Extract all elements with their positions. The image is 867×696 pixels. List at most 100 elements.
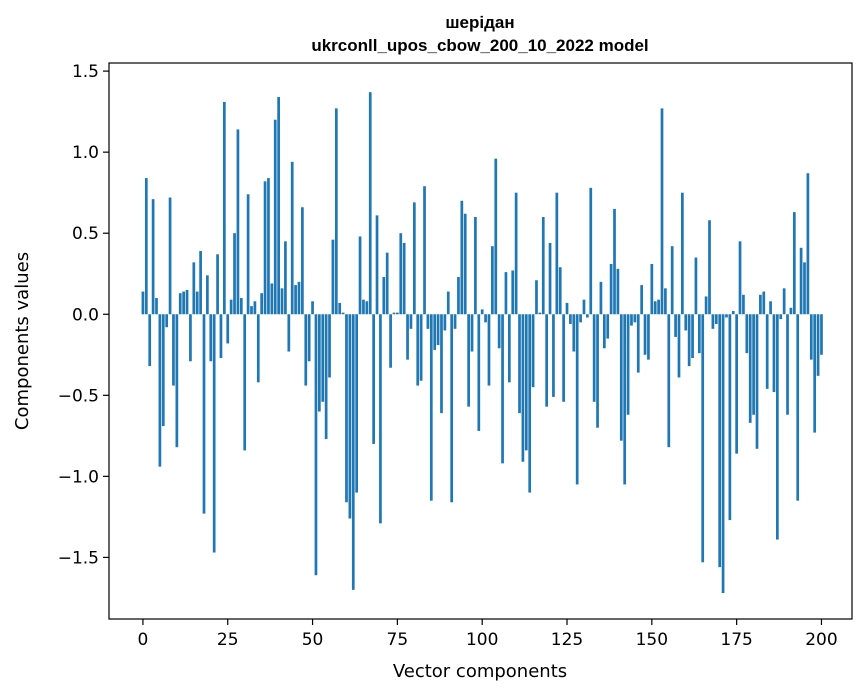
bar-145	[633, 314, 637, 323]
bar-109	[511, 270, 515, 315]
bar-35	[260, 293, 264, 315]
bar-135	[599, 281, 603, 315]
bar-41	[280, 288, 284, 315]
bar-171	[721, 314, 725, 594]
bar-31	[246, 194, 250, 315]
chart-subtitle: ukrconll_upos_cbow_200_10_2022 model	[311, 36, 648, 55]
x-tick-label-1: 25	[217, 630, 239, 650]
bar-169	[714, 314, 718, 324]
bar-54	[324, 314, 328, 440]
bar-115	[531, 314, 535, 388]
bar-7	[165, 314, 169, 328]
bar-116	[535, 280, 538, 315]
chart-title: шерідан	[445, 13, 514, 32]
bar-138	[609, 264, 613, 315]
bar-76	[399, 233, 403, 315]
bar-172	[725, 314, 728, 318]
bar-33	[253, 301, 257, 315]
bar-131	[586, 314, 589, 318]
bar-24	[222, 101, 226, 315]
bar-85	[429, 314, 433, 501]
bar-75	[396, 312, 399, 315]
bar-180	[752, 314, 755, 415]
y-tick-label-5: 1.0	[72, 143, 99, 163]
bar-64	[358, 236, 362, 315]
bar-83	[423, 186, 426, 315]
bar-79	[409, 314, 413, 329]
bar-3	[151, 199, 155, 315]
bar-108	[507, 314, 511, 383]
bar-198	[813, 314, 817, 433]
x-tick-label-6: 150	[636, 630, 668, 650]
bar-53	[321, 314, 325, 402]
bar-47	[301, 207, 304, 315]
bar-5	[158, 314, 162, 467]
bar-121	[552, 314, 555, 397]
bar-124	[562, 314, 565, 402]
bar-199	[816, 314, 820, 376]
bar-123	[558, 267, 562, 315]
bar-110	[514, 192, 518, 315]
bar-184	[765, 314, 769, 389]
y-axis-label: Components values	[12, 252, 33, 430]
bar-119	[545, 314, 549, 407]
bar-22	[216, 254, 219, 315]
bar-58	[338, 302, 342, 315]
bar-44	[290, 161, 294, 315]
bar-15	[192, 262, 196, 315]
bar-118	[541, 216, 545, 315]
bar-32	[250, 306, 253, 315]
y-tick-label-1: −1.0	[58, 467, 99, 487]
bar-69	[375, 215, 379, 315]
bar-139	[613, 208, 616, 315]
bar-39	[273, 119, 277, 315]
bar-156	[670, 246, 674, 315]
bar-91	[450, 314, 454, 503]
bar-153	[660, 108, 664, 315]
bar-142	[623, 314, 627, 485]
bar-103	[491, 246, 494, 315]
bar-81	[416, 314, 420, 386]
bar-43	[287, 314, 291, 352]
bar-99	[477, 314, 481, 431]
bar-155	[667, 314, 671, 448]
bar-4	[155, 298, 158, 315]
bar-60	[345, 314, 348, 503]
bar-27	[233, 233, 236, 315]
bar-128	[575, 314, 579, 485]
bar-125	[565, 302, 569, 315]
bar-168	[711, 314, 715, 329]
bar-95	[463, 213, 467, 315]
bar-175	[735, 314, 738, 454]
bar-72	[385, 252, 389, 315]
bar-40	[277, 97, 280, 315]
bar-21	[212, 314, 216, 553]
bar-92	[453, 314, 457, 329]
bar-16	[195, 291, 199, 315]
bar-166	[704, 296, 708, 315]
y-tick-label-0: −1.5	[58, 548, 99, 568]
bar-146	[636, 314, 640, 373]
bar-52	[317, 314, 321, 412]
bar-62	[351, 314, 355, 590]
bar-28	[236, 129, 240, 315]
bar-195	[803, 262, 806, 315]
bar-181	[755, 314, 759, 449]
bar-165	[701, 314, 705, 563]
bar-87	[436, 314, 440, 346]
bar-12	[182, 291, 185, 315]
bar-101	[484, 314, 487, 323]
bar-197	[809, 314, 813, 360]
bar-50	[311, 301, 314, 315]
bar-191	[789, 307, 793, 315]
bar-30	[243, 314, 247, 451]
bar-106	[501, 314, 504, 464]
bar-147	[640, 285, 644, 315]
bar-100	[480, 309, 484, 315]
bar-157	[674, 314, 677, 337]
bar-144	[630, 314, 633, 326]
bar-132	[589, 187, 593, 315]
x-tick-label-3: 75	[387, 630, 409, 650]
bar-65	[362, 299, 365, 315]
bar-137	[606, 314, 610, 339]
